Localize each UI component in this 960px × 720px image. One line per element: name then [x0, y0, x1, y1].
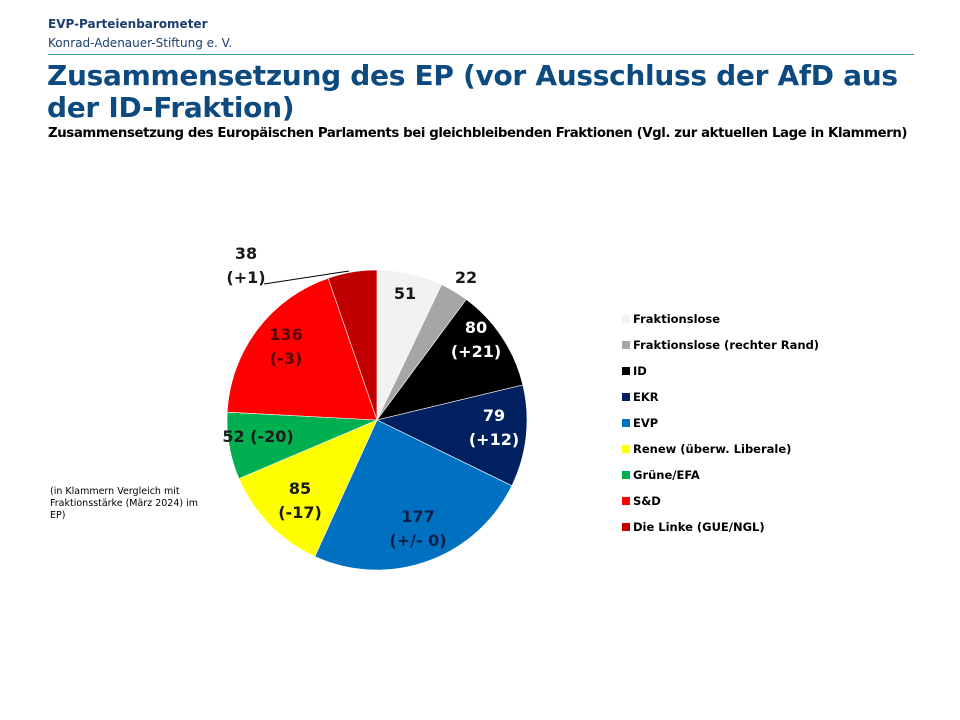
slice-value: 79	[482, 406, 506, 425]
slice-label: 136 (-3)	[269, 323, 302, 371]
legend-swatch	[622, 341, 630, 349]
legend-label: Die Linke (GUE/NGL)	[633, 520, 765, 534]
slice-value: 136	[269, 325, 303, 344]
slice-delta: (+21)	[450, 342, 502, 361]
pie-slice-s-d	[226, 277, 378, 421]
chart-title: Zusammensetzung des EP (vor Ausschluss d…	[47, 59, 898, 124]
slice-delta: (+1)	[226, 268, 266, 287]
legend-label: EKR	[633, 390, 659, 404]
legend-label: Grüne/EFA	[633, 468, 700, 482]
legend: Fraktionslose Fraktionslose (rechter Rand…	[622, 306, 819, 540]
legend-label: Fraktionslose	[633, 312, 721, 326]
legend-swatch	[622, 315, 630, 323]
slice-label: 80 (+21)	[451, 316, 501, 364]
slice-label: 51	[394, 282, 416, 306]
legend-label: EVP	[633, 416, 659, 430]
slice-delta: (+12)	[468, 430, 520, 449]
pie-slice-renew-berw-liberale-	[238, 419, 378, 557]
pie-slice-id	[376, 299, 524, 421]
slice-value: 38	[234, 244, 258, 263]
legend-item: EVP	[622, 410, 819, 436]
legend-item: Fraktionslose	[622, 306, 819, 332]
legend-label: Renew (überw. Liberale)	[633, 442, 792, 456]
slice-value: 51	[393, 284, 417, 303]
slice-value: 52	[222, 427, 251, 446]
slice-value: 177	[401, 507, 435, 526]
legend-swatch	[622, 367, 630, 375]
legend-swatch	[622, 497, 630, 505]
legend-swatch	[622, 523, 630, 531]
slice-delta: (-3)	[269, 349, 303, 368]
slice-delta: (-17)	[278, 503, 322, 522]
legend-swatch	[622, 445, 630, 453]
pie-slice-ekr	[376, 384, 528, 487]
footnote: (in Klammern Vergleich mit Fraktionsstär…	[50, 486, 199, 521]
org-name: Konrad-Adenauer-Stiftung e. V.	[48, 36, 233, 50]
slice-value: 80	[464, 318, 488, 337]
header-divider	[48, 54, 914, 55]
slice-label: 38 (+1)	[226, 242, 265, 290]
legend-item: Fraktionslose (rechter Rand)	[622, 332, 819, 358]
slice-delta: (-20)	[250, 427, 294, 446]
legend-item: ID	[622, 358, 819, 384]
pie-slice-evp	[314, 419, 513, 571]
slice-value: 22	[454, 268, 478, 287]
legend-item: Die Linke (GUE/NGL)	[622, 514, 819, 540]
slice-label: 22	[455, 266, 477, 290]
slice-delta: (+/- 0)	[389, 531, 447, 550]
legend-item: Grüne/EFA	[622, 462, 819, 488]
chart-subtitle: Zusammensetzung des Europäischen Parlame…	[48, 126, 908, 141]
slice-value: 85	[288, 479, 312, 498]
legend-swatch	[622, 419, 630, 427]
legend-label: S&D	[633, 494, 661, 508]
leader-line	[263, 270, 350, 285]
legend-item: EKR	[622, 384, 819, 410]
slice-label: 177 (+/- 0)	[389, 505, 446, 553]
org-title: EVP-Parteienbarometer	[48, 17, 208, 31]
slice-label: 85 (-17)	[278, 477, 322, 525]
legend-label: Fraktionslose (rechter Rand)	[633, 338, 820, 352]
legend-item: Renew (überw. Liberale)	[622, 436, 819, 462]
legend-item: S&D	[622, 488, 819, 514]
legend-swatch	[622, 471, 630, 479]
slice-label: 79 (+12)	[469, 404, 519, 452]
slice-label: 52 (-20)	[222, 425, 293, 449]
legend-label: ID	[633, 364, 647, 378]
pie-slice-die-linke-gue-ngl-	[327, 269, 378, 421]
legend-swatch	[622, 393, 630, 401]
